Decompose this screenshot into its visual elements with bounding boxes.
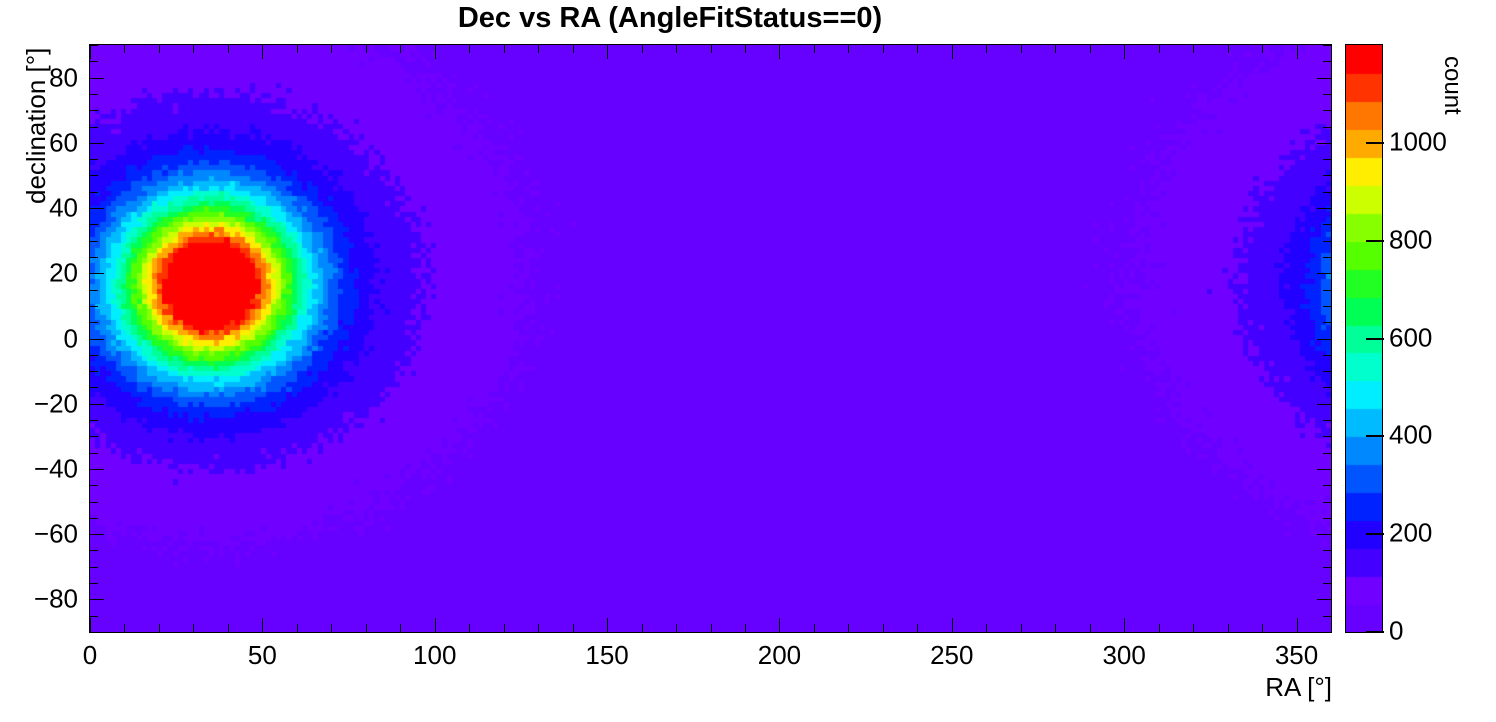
colorbar-tick-label: 600 xyxy=(1389,322,1433,353)
colorbar-tick xyxy=(1366,338,1384,340)
colorbar[interactable]: 0 200 400 600 800 1000 xyxy=(1345,44,1447,646)
colorbar-tick-label: 0 xyxy=(1389,615,1404,646)
x-tick-label: 300 xyxy=(1102,640,1146,670)
y-tick-label: 60 xyxy=(49,127,78,158)
page-title: Dec vs RA (AngleFitStatus==0) xyxy=(457,2,883,34)
y-tick-label: 20 xyxy=(49,257,78,288)
y-tick-label: 0 xyxy=(63,323,78,353)
x-tick-label: 0 xyxy=(82,640,98,670)
colorbar-tick-label: 200 xyxy=(1389,517,1433,548)
x-tick-label: 150 xyxy=(585,640,629,670)
y-tick-label: 40 xyxy=(49,192,78,223)
colorbar-tick-label: 1000 xyxy=(1389,126,1447,157)
x-tick-label: 250 xyxy=(930,640,974,670)
y-tick-label: 80 xyxy=(49,62,78,93)
x-tick-label: 350 xyxy=(1274,640,1319,670)
x-tick-label: 200 xyxy=(757,640,802,670)
heatmap-plot-area[interactable] xyxy=(90,45,1331,632)
colorbar-tick-label: 800 xyxy=(1389,224,1433,255)
colorbar-tick xyxy=(1366,631,1384,633)
plot-frame[interactable] xyxy=(89,44,1332,633)
colorbar-tick xyxy=(1366,533,1384,535)
colorbar-title: count xyxy=(1439,56,1466,115)
colorbar-tick xyxy=(1366,435,1384,437)
x-tick xyxy=(1331,624,1332,632)
colorbar-tick-label: 400 xyxy=(1389,419,1433,450)
y-axis-title: declination [°] xyxy=(21,47,51,204)
colorbar-tick xyxy=(1366,240,1384,242)
x-tick-label: 100 xyxy=(413,640,457,670)
y-tick-label: −40 xyxy=(33,453,78,484)
colorbar-tick xyxy=(1366,142,1384,144)
y-tick-label: −20 xyxy=(33,388,78,419)
x-tick-top xyxy=(1331,45,1332,53)
y-tick xyxy=(90,632,98,633)
y-tick-right xyxy=(1323,632,1331,633)
y-tick-label: −60 xyxy=(33,518,78,549)
x-axis-title: RA [°] xyxy=(1265,672,1332,702)
y-tick-label: −80 xyxy=(33,583,78,614)
x-tick-label: 50 xyxy=(247,640,277,670)
